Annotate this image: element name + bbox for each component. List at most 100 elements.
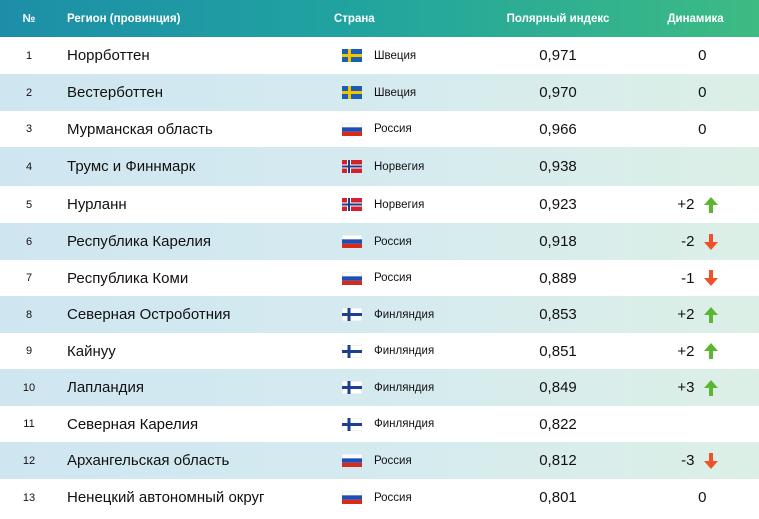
header-region: Регион (провинция): [67, 12, 181, 25]
header-dynamics: Динамика: [667, 12, 724, 25]
country-name: Финляндия: [374, 418, 435, 430]
region-name: Республика Карелия: [67, 233, 211, 250]
region-name: Архангельская область: [67, 452, 230, 469]
row-number: 7: [25, 272, 33, 284]
polar-index-value: 0,849: [539, 379, 577, 396]
row-number: 10: [22, 381, 36, 394]
table-row: 1 Норрботтен Швеция 0,971 0: [0, 37, 759, 74]
dynamics-value: +2: [677, 342, 695, 360]
country-name: Россия: [374, 235, 412, 248]
table-row: 2 Вестерботтен Швеция 0,970 0: [0, 74, 759, 111]
dynamics-value: -3: [681, 452, 695, 469]
dynamics-cell: 0: [632, 489, 759, 506]
table-row: 8 Северная Остроботния Финляндия 0,853 +2: [0, 296, 759, 333]
row-number: 3: [25, 123, 33, 135]
finland-flag-icon: [330, 308, 374, 321]
norway-flag-icon: [330, 160, 374, 173]
row-number: 6: [25, 235, 33, 248]
dynamics-cell: -3: [632, 452, 759, 470]
dynamics-value: +3: [677, 379, 695, 396]
table-row: 9 Кайнуу Финляндия 0,851 +2: [0, 333, 759, 369]
region-name: Ненецкий автономный округ: [67, 489, 265, 506]
table-row: 5 Нурланн Норвегия 0,923 +2: [0, 186, 759, 223]
dynamics-value: +2: [677, 196, 695, 213]
russia-flag-icon: [330, 235, 374, 248]
polar-index-value: 0,923: [539, 196, 577, 213]
dynamics-value: 0: [698, 120, 707, 138]
country-name: Россия: [374, 272, 412, 284]
dynamics-cell: -2: [632, 233, 759, 251]
russia-flag-icon: [330, 122, 374, 136]
polar-index-value: 0,971: [539, 47, 577, 64]
dynamics-value: 0: [698, 489, 707, 506]
header-num: №: [22, 12, 36, 25]
dynamics-cell: +3: [632, 379, 759, 397]
header-country: Страна: [334, 12, 375, 25]
row-number: 1: [25, 49, 33, 62]
arrow-down-icon: [703, 233, 719, 251]
russia-flag-icon: [330, 271, 374, 285]
polar-index-value: 0,889: [539, 269, 577, 287]
country-name: Россия: [374, 491, 412, 504]
polar-index-value: 0,853: [539, 306, 577, 323]
table-row: 6 Республика Карелия Россия 0,918 -2: [0, 223, 759, 260]
row-number: 8: [25, 308, 33, 321]
country-name: Швеция: [374, 49, 417, 62]
table-row: 4 Трумс и Финнмарк Норвегия 0,938: [0, 147, 759, 186]
region-name: Кайнуу: [67, 342, 116, 360]
table-row: 12 Архангельская область Россия 0,812 -3: [0, 442, 759, 479]
russia-flag-icon: [330, 491, 374, 504]
region-name: Норрботтен: [67, 47, 150, 64]
dynamics-value: -2: [681, 233, 695, 250]
region-name: Северная Остроботния: [67, 306, 231, 323]
country-name: Россия: [374, 123, 412, 135]
dynamics-value: -1: [681, 269, 695, 287]
arrow-down-icon: [703, 452, 719, 470]
country-name: Финляндия: [374, 381, 435, 394]
russia-flag-icon: [330, 454, 374, 467]
table-row: 13 Ненецкий автономный округ Россия 0,801 0: [0, 479, 759, 516]
country-name: Финляндия: [374, 308, 435, 321]
country-name: Россия: [374, 454, 412, 467]
table-row: 11 Северная Карелия Финляндия 0,822: [0, 406, 759, 442]
sweden-flag-icon: [330, 86, 374, 99]
row-number: 12: [22, 454, 36, 467]
table-header: № Регион (провинция) Страна Полярный инд…: [0, 0, 759, 37]
table-body: 1 Норрботтен Швеция 0,971 0 2 Вестерботтен Швец…: [0, 37, 759, 516]
region-name: Республика Коми: [67, 269, 189, 287]
polar-index-value: 0,966: [539, 120, 577, 138]
row-number: 5: [25, 198, 33, 211]
dynamics-cell: +2: [632, 342, 759, 360]
arrow-up-icon: [703, 342, 719, 360]
table-row: 10 Лапландия Финляндия 0,849 +3: [0, 369, 759, 406]
region-name: Нурланн: [67, 196, 127, 213]
table-row: 7 Республика Коми Россия 0,889 -1: [0, 260, 759, 296]
finland-flag-icon: [330, 344, 374, 358]
dynamics-cell: +2: [632, 196, 759, 214]
polar-index-value: 0,938: [539, 158, 577, 175]
sweden-flag-icon: [330, 49, 374, 62]
row-number: 11: [23, 418, 35, 430]
country-name: Норвегия: [374, 160, 425, 173]
table-row: 3 Мурманская область Россия 0,966 0: [0, 111, 759, 147]
arrow-up-icon: [703, 306, 719, 324]
dynamics-cell: 0: [632, 47, 759, 64]
polar-index-value: 0,918: [539, 233, 577, 250]
dynamics-cell: 0: [632, 121, 759, 138]
row-number: 13: [22, 491, 36, 504]
region-name: Северная Карелия: [67, 415, 199, 433]
country-name: Швеция: [374, 86, 417, 99]
region-name: Мурманская область: [67, 120, 213, 138]
finland-flag-icon: [330, 417, 374, 431]
header-index: Полярный индекс: [506, 12, 610, 25]
polar-index-value: 0,812: [539, 452, 577, 469]
country-name: Финляндия: [374, 345, 435, 357]
dynamics-cell: +2: [632, 306, 759, 324]
dynamics-value: 0: [698, 84, 707, 101]
row-number: 4: [25, 160, 33, 173]
arrow-up-icon: [703, 196, 719, 214]
region-name: Лапландия: [67, 379, 144, 396]
polar-index-value: 0,822: [539, 415, 577, 433]
finland-flag-icon: [330, 381, 374, 394]
polar-index-value: 0,851: [539, 342, 577, 360]
